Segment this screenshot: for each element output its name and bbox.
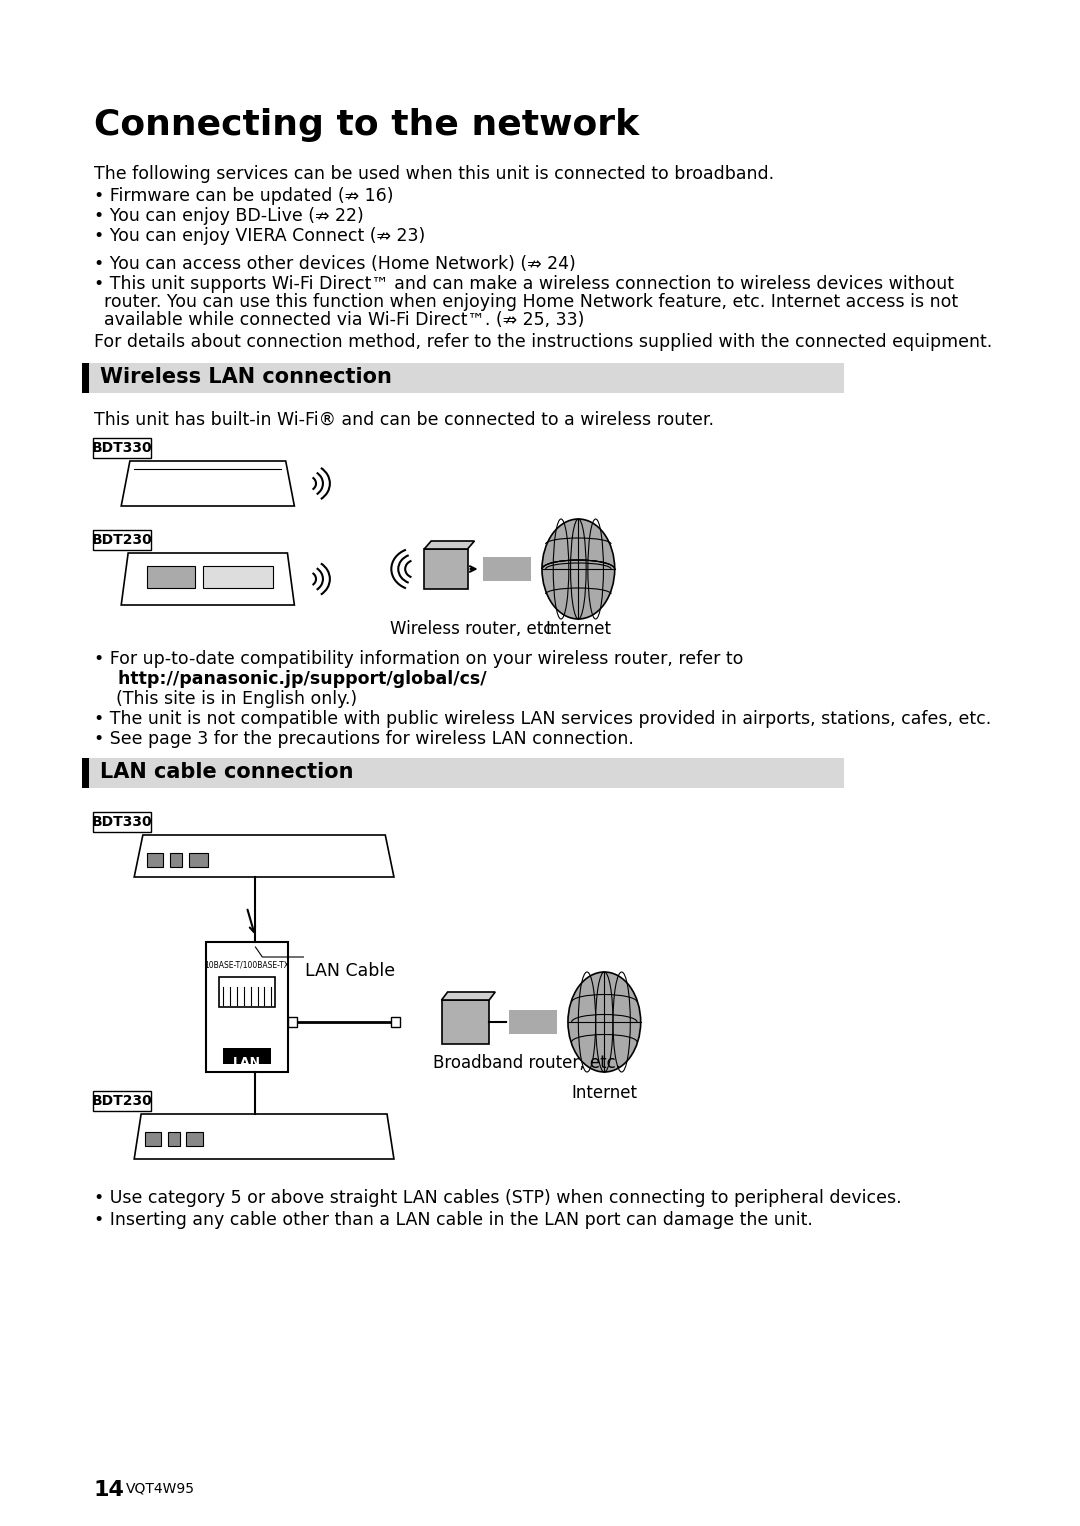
Text: BDT330: BDT330 [92,441,152,455]
Text: • The unit is not compatible with public wireless LAN services provided in airpo: • The unit is not compatible with public… [94,710,990,728]
Bar [189,853,207,867]
Bar [288,1016,297,1027]
Polygon shape [134,835,394,877]
Text: 14: 14 [94,1480,124,1500]
Text: (This site is in English only.): (This site is in English only.) [94,690,356,708]
Text: VQT4W95: VQT4W95 [125,1482,194,1495]
Text: Internet: Internet [545,620,611,638]
Bar [205,942,288,1071]
Bar [168,1132,180,1146]
FancyBboxPatch shape [93,438,150,458]
Polygon shape [424,542,474,549]
Ellipse shape [542,519,615,620]
Text: available while connected via Wi-Fi Direct™. (⇏ 25, 33): available while connected via Wi-Fi Dire… [104,311,584,330]
FancyBboxPatch shape [93,1091,150,1111]
Text: This unit has built-in Wi-Fi® and can be connected to a wireless router.: This unit has built-in Wi-Fi® and can be… [94,410,714,429]
Text: BDT330: BDT330 [92,815,152,829]
Bar [82,363,845,394]
Bar [170,853,181,867]
Ellipse shape [568,972,640,1071]
Text: • For up-to-date compatibility information on your wireless router, refer to: • For up-to-date compatibility informati… [94,650,743,668]
Bar [147,566,194,588]
Bar [203,566,273,588]
Text: http://panasonic.jp/support/global/cs/: http://panasonic.jp/support/global/cs/ [94,670,486,688]
FancyBboxPatch shape [93,812,150,832]
Bar [147,853,163,867]
Text: The following services can be used when this unit is connected to broadband.: The following services can be used when … [94,165,773,183]
Text: • You can enjoy BD-Live (⇏ 22): • You can enjoy BD-Live (⇏ 22) [94,208,363,224]
Polygon shape [121,461,295,507]
Text: BDT230: BDT230 [92,533,152,546]
Bar [186,1132,203,1146]
Bar [82,363,90,394]
Text: • Firmware can be updated (⇏ 16): • Firmware can be updated (⇏ 16) [94,188,393,204]
Text: LAN Cable: LAN Cable [306,961,395,980]
Text: • Inserting any cable other than a LAN cable in the LAN port can damage the unit: • Inserting any cable other than a LAN c… [94,1212,812,1228]
Text: • Use category 5 or above straight LAN cables (STP) when connecting to periphera: • Use category 5 or above straight LAN c… [94,1189,901,1207]
Bar [222,1048,271,1064]
Text: For details about connection method, refer to the instructions supplied with the: For details about connection method, ref… [94,333,991,351]
Polygon shape [121,552,295,604]
Text: BDT230: BDT230 [92,1094,152,1108]
FancyBboxPatch shape [93,530,150,549]
Bar [483,557,530,581]
Bar [82,758,845,787]
Text: LAN: LAN [233,1056,260,1070]
Bar [218,977,275,1007]
Text: Broadband router, etc.: Broadband router, etc. [433,1054,621,1071]
Text: 10BASE-T/100BASE-TX: 10BASE-T/100BASE-TX [204,960,289,969]
Polygon shape [442,992,496,1000]
Bar [391,1016,400,1027]
Text: • You can enjoy VIERA Connect (⇏ 23): • You can enjoy VIERA Connect (⇏ 23) [94,227,424,246]
Text: Wireless router, etc.: Wireless router, etc. [390,620,557,638]
Bar [509,1010,556,1035]
Bar [146,1132,161,1146]
Text: router. You can use this function when enjoying Home Network feature, etc. Inter: router. You can use this function when e… [104,293,958,311]
Text: • You can access other devices (Home Network) (⇏ 24): • You can access other devices (Home Net… [94,255,576,273]
Text: Connecting to the network: Connecting to the network [94,108,638,142]
Text: Internet: Internet [571,1083,637,1102]
Text: Wireless LAN connection: Wireless LAN connection [99,366,391,388]
Polygon shape [134,1114,394,1160]
Bar [82,758,90,787]
Polygon shape [424,549,468,589]
Text: • This unit supports Wi-Fi Direct™ and can make a wireless connection to wireles: • This unit supports Wi-Fi Direct™ and c… [94,275,954,293]
Text: LAN cable connection: LAN cable connection [99,761,353,781]
Polygon shape [442,1000,489,1044]
Text: • See page 3 for the precautions for wireless LAN connection.: • See page 3 for the precautions for wir… [94,729,633,748]
